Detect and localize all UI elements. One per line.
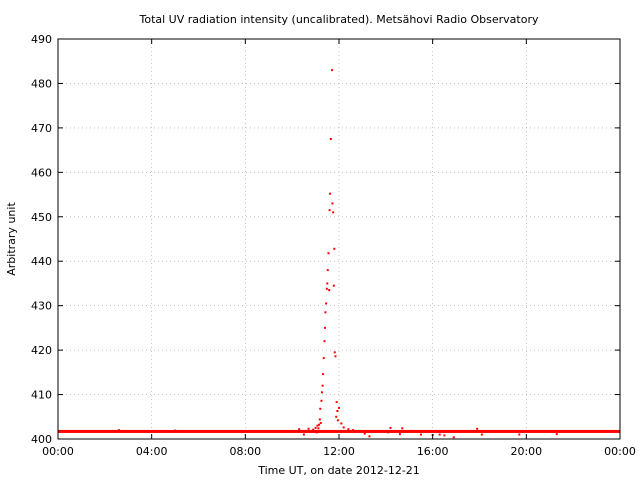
data-point (336, 419, 339, 422)
y-tick-label: 490 (31, 33, 52, 46)
data-point (419, 433, 422, 436)
data-point (332, 284, 335, 287)
data-point (323, 326, 326, 329)
data-point (117, 429, 120, 432)
data-point (347, 428, 350, 431)
y-tick-label: 450 (31, 211, 52, 224)
data-point (398, 433, 401, 436)
data-point (438, 433, 441, 436)
data-point (342, 426, 345, 429)
data-point (329, 192, 332, 195)
y-tick-label: 410 (31, 389, 52, 402)
data-point (443, 434, 446, 437)
data-point (312, 428, 315, 431)
chart-title: Total UV radiation intensity (uncalibrat… (139, 13, 539, 26)
data-point (327, 252, 330, 255)
data-point (476, 427, 479, 430)
x-tick-labels: 00:00 04:00 08:00 12:00 16:00 20:00 00:00 (42, 445, 636, 458)
data-point (363, 432, 366, 435)
data-point (338, 406, 340, 409)
data-point (328, 209, 331, 212)
data-point (330, 69, 333, 72)
x-axis-label: Time UT, on date 2012-12-21 (257, 464, 420, 477)
grid (58, 39, 620, 439)
data-point (452, 436, 455, 439)
x-tick-label: 04:00 (136, 445, 168, 458)
data-points (58, 69, 620, 439)
data-point (317, 427, 320, 430)
data-point (352, 429, 355, 432)
x-tick-label: 00:00 (42, 445, 74, 458)
data-point (326, 269, 329, 272)
data-point (319, 422, 322, 424)
y-tick-label: 470 (31, 122, 52, 135)
data-point (321, 384, 324, 387)
data-point (340, 422, 343, 425)
axis-ticks (57, 38, 621, 440)
data-point (332, 211, 335, 214)
data-point (334, 355, 337, 358)
data-point (389, 426, 392, 429)
data-point (333, 247, 336, 250)
data-point (328, 289, 331, 292)
data-point (315, 431, 318, 434)
data-point (401, 427, 404, 430)
data-point (320, 399, 323, 402)
data-point (326, 282, 329, 285)
x-tick-label: 00:00 (604, 445, 636, 458)
data-point (518, 433, 521, 436)
data-point (323, 340, 326, 343)
data-point (324, 311, 327, 314)
data-point (336, 410, 339, 412)
data-point (322, 373, 325, 376)
y-tick-label: 440 (31, 255, 52, 268)
data-point (329, 138, 332, 140)
data-point (302, 433, 305, 436)
data-point (368, 435, 371, 438)
data-point (555, 433, 558, 436)
data-point (322, 357, 325, 360)
x-tick-label: 20:00 (510, 445, 542, 458)
data-point (319, 407, 322, 410)
y-axis-label: Arbitrary unit (5, 202, 18, 276)
data-point (325, 287, 328, 290)
x-tick-label: 12:00 (323, 445, 355, 458)
data-point (298, 428, 301, 431)
data-point (480, 433, 483, 436)
data-point (335, 415, 338, 418)
x-tick-label: 16:00 (417, 445, 449, 458)
x-tick-label: 08:00 (229, 445, 261, 458)
y-tick-label: 480 (31, 77, 52, 90)
data-point (325, 302, 328, 305)
baseline-data-band (58, 429, 620, 433)
data-point (316, 424, 319, 427)
data-point (174, 429, 177, 432)
data-point (335, 401, 338, 404)
y-tick-label: 460 (31, 166, 52, 179)
y-tick-labels: 400 410 420 430 440 450 460 470 480 490 (31, 33, 52, 446)
data-point (307, 427, 310, 430)
data-point (318, 418, 321, 421)
data-point (320, 391, 323, 394)
y-tick-label: 420 (31, 344, 52, 357)
data-point (333, 351, 336, 354)
data-point (318, 423, 321, 426)
data-point (387, 431, 390, 434)
data-point (331, 202, 334, 205)
y-tick-label: 400 (31, 433, 52, 446)
data-point (314, 426, 317, 429)
y-tick-label: 430 (31, 300, 52, 313)
